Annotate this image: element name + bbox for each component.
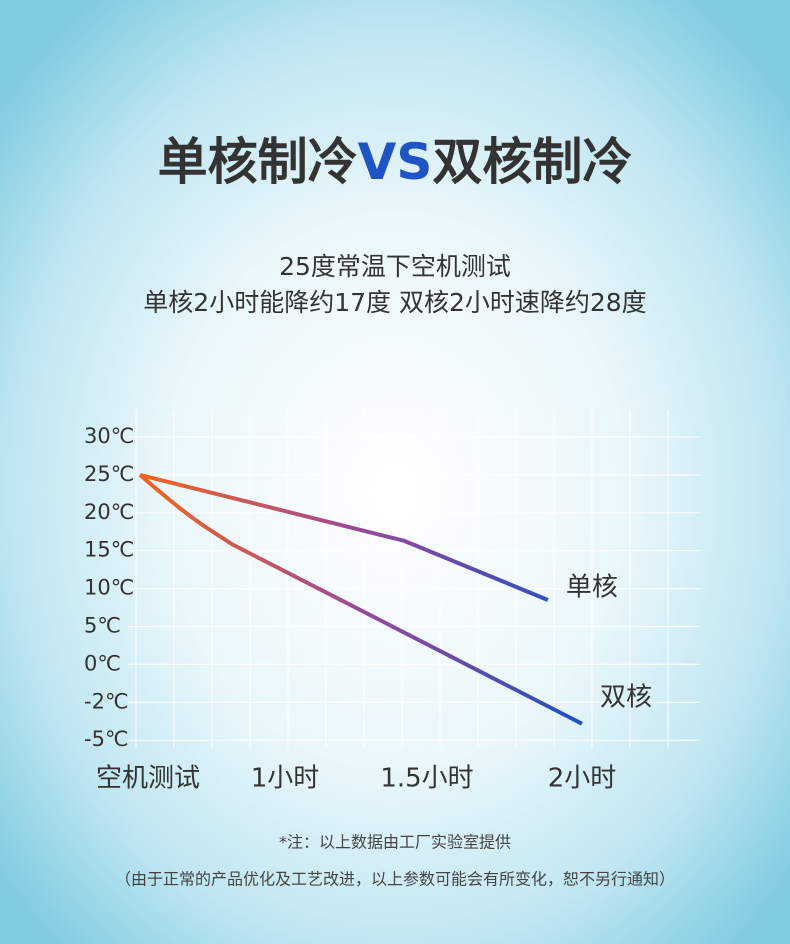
series-label: 双核 — [600, 682, 652, 712]
y-tick-label: 10℃ — [84, 576, 134, 600]
x-tick-label: 空机测试 — [96, 764, 200, 794]
y-tick-label: 5℃ — [84, 614, 121, 638]
x-tick-label: 1小时 — [251, 764, 320, 794]
y-tick-label: 25℃ — [84, 462, 134, 486]
subtitle: 25度常温下空机测试 — [279, 252, 511, 281]
y-tick-label: 15℃ — [84, 538, 134, 562]
y-tick-label: -2℃ — [84, 689, 129, 713]
x-tick-label: 2小时 — [548, 764, 617, 794]
series-line — [139, 472, 549, 602]
series-label: 单核 — [566, 572, 618, 602]
title-highlight: VS — [358, 133, 433, 191]
y-tick-label: 30℃ — [84, 424, 134, 448]
note: （由于正常的产品优化及工艺改进，以上参数可能会有所变化，恕不另行通知） — [115, 870, 675, 889]
y-tick-label: 0℃ — [84, 651, 121, 675]
title: 单核制冷VS双核制冷 — [158, 133, 633, 191]
x-tick-label: 1.5小时 — [380, 764, 473, 794]
title-part: 双核制冷 — [432, 133, 632, 191]
y-tick-label: -5℃ — [84, 727, 129, 751]
title-part: 单核制冷 — [158, 133, 358, 191]
y-tick-label: 20℃ — [84, 500, 134, 524]
series-line — [138, 473, 583, 726]
subtitle: 单核2小时能降约17度 双核2小时速降约28度 — [143, 288, 646, 317]
note: *注：以上数据由工厂实验室提供 — [279, 833, 511, 852]
